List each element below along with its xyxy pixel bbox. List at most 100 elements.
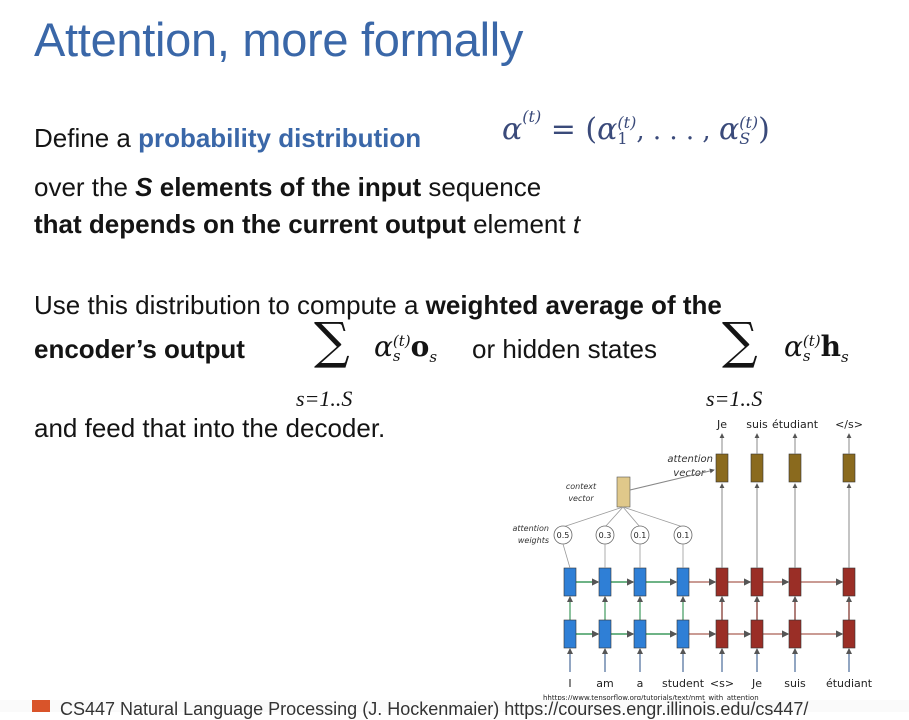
sum1-output-var: o — [410, 330, 430, 363]
encoders-output-text: encoder’s output — [34, 334, 245, 364]
context-vector-label: context — [566, 482, 597, 491]
attention-vector-cell — [842, 453, 856, 483]
depends-on-output-text: that depends on the current output — [34, 209, 466, 239]
probability-distribution-text: probability distribution — [138, 123, 422, 153]
footer-bar — [0, 700, 909, 712]
equals-paren: = ( — [550, 112, 598, 147]
sum-range-outputs: s=1..S — [296, 386, 353, 411]
sum1-output-sub: s — [429, 348, 438, 366]
encoder-cell — [633, 567, 647, 597]
S-variable: S — [135, 172, 153, 202]
sum-range-hidden: s=1..S — [706, 386, 763, 411]
encoder-cell — [676, 567, 690, 597]
decoder-cell — [750, 567, 764, 597]
alpha-1-sup: (t) — [617, 113, 637, 132]
decoder-cell — [788, 567, 802, 597]
attention-diagram: Je suis étudiant </s> attention vector context… — [513, 418, 873, 702]
sum2-hidden-sub: s — [841, 348, 849, 366]
context-to-attention-arrow — [629, 468, 715, 491]
attention-vector-cell — [715, 453, 729, 483]
weight-to-context-line — [622, 506, 684, 528]
sum1-alpha-sup: (t) — [392, 331, 411, 350]
attention-weight-value: 0.3 — [599, 531, 612, 540]
alpha-1-sub: 1 — [617, 129, 628, 148]
weight-to-context-line — [622, 506, 641, 528]
output-word-2: étudiant — [772, 418, 819, 431]
alpha-1: α — [597, 112, 618, 147]
alpha-S-sub: S — [739, 129, 751, 148]
encoder-cell — [598, 567, 612, 597]
output-word-3: </s> — [835, 418, 863, 431]
input-sequence-line: over the S elements of the input sequenc… — [34, 172, 541, 203]
footer-text: CS447 Natural Language Processing (J. Ho… — [60, 699, 809, 719]
decoder-cell — [842, 619, 856, 649]
alpha-S-sup: (t) — [739, 113, 759, 132]
input-word-3: student — [662, 677, 705, 690]
elements-of-input-text: elements of the input — [152, 172, 422, 202]
text-over-the: over the — [34, 172, 136, 202]
alpha-superscript: (t) — [522, 107, 542, 126]
output-word-0: Je — [716, 418, 727, 431]
feed-decoder-line: and feed that into the decoder. — [34, 413, 386, 443]
sum-symbol-hidden: ∑ — [722, 312, 758, 370]
ellipsis: , . . . , — [636, 116, 719, 146]
input-word-2: a — [637, 677, 644, 690]
input-word-6: suis — [784, 677, 806, 690]
attention-weight-value: 0.1 — [677, 531, 690, 540]
input-word-0: I — [568, 677, 571, 690]
alpha-S: α — [718, 112, 740, 147]
weighted-hidden-term: α (t) s hs — [784, 330, 849, 366]
sum1-alpha: α — [374, 330, 393, 363]
sum-symbol-outputs: ∑ — [314, 312, 350, 370]
definition-line: Define a probability distribution — [34, 123, 421, 154]
alpha-definition-formula: α(t) = (α (t) 1, . . . , α (t) S) — [502, 107, 770, 148]
university-logo — [32, 700, 50, 712]
sum2-alpha-sup: (t) — [802, 331, 821, 350]
diagram-source-url: hhttps://www.tensorflow.org/tutorials/te… — [543, 694, 759, 702]
input-word-5: Je — [751, 677, 762, 690]
weighted-average-text: weighted average of the — [425, 290, 722, 320]
text-element: element — [465, 209, 573, 239]
t-variable: t — [572, 209, 581, 239]
or-hidden-states-text: or hidden states — [472, 334, 658, 364]
sum1-alpha-sub: s — [392, 346, 401, 365]
sum2-alpha-sub: s — [802, 346, 811, 365]
encoder-to-weight-line — [562, 543, 571, 569]
decoder-cell — [715, 619, 729, 649]
sum2-alpha: α — [784, 330, 803, 363]
decoder-cell — [715, 567, 729, 597]
sum2-hidden-var: h — [820, 330, 842, 363]
attention-weights-label: attention — [513, 524, 550, 533]
attention-vector-label: vector — [673, 468, 706, 479]
attention-vector-label: attention — [667, 454, 713, 465]
text-sequence: sequence — [421, 172, 542, 202]
input-word-1: am — [596, 677, 613, 690]
input-word-4: <s> — [710, 677, 734, 690]
input-word-7: étudiant — [826, 677, 873, 690]
weighted-average-line: Use this distribution to compute a weigh… — [34, 290, 722, 321]
output-word-1: suis — [746, 418, 768, 431]
text-use-distribution: Use this distribution to compute a — [34, 290, 426, 320]
decoder-cell — [750, 619, 764, 649]
encoder-cell — [563, 619, 577, 649]
encoder-output-line: encoder’s output — [34, 334, 245, 365]
dependency-line: that depends on the current output eleme… — [34, 209, 580, 240]
encoder-cell — [676, 619, 690, 649]
slide-title: Attention, more formally — [34, 13, 524, 66]
attention-vector-cell — [750, 453, 764, 483]
attention-weight-value: 0.1 — [634, 531, 647, 540]
context-vector-cell — [616, 476, 631, 508]
weight-to-context-line — [604, 506, 624, 528]
weight-to-context-line — [562, 506, 624, 528]
encoder-cell — [563, 567, 577, 597]
encoder-cell — [598, 619, 612, 649]
alpha-symbol: α — [502, 112, 523, 147]
weighted-output-term: α (t) s os — [374, 330, 438, 366]
decoder-cell — [842, 567, 856, 597]
attention-weight-value: 0.5 — [557, 531, 570, 540]
encoder-cell — [633, 619, 647, 649]
context-vector-label: vector — [568, 494, 594, 503]
attention-vector-cell — [788, 453, 802, 483]
attention-weights-label: weights — [518, 536, 549, 545]
